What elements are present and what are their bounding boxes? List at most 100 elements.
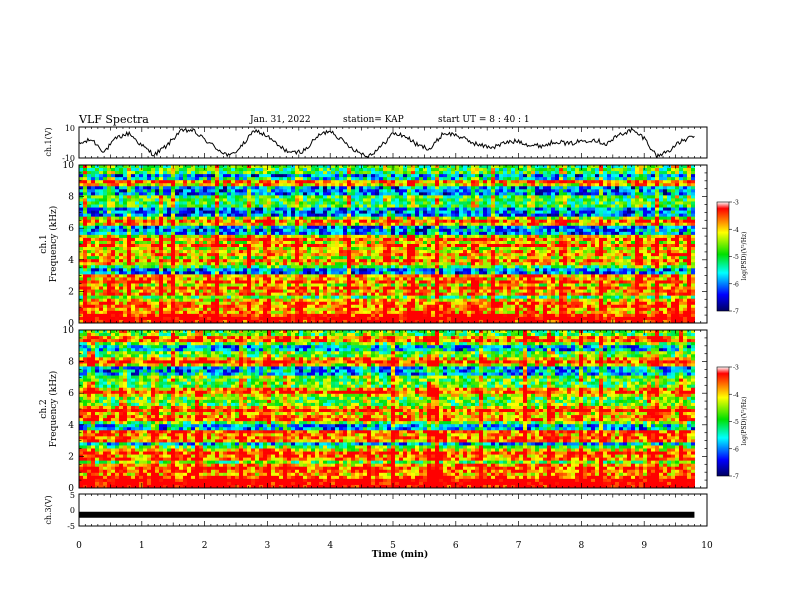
spectrogram-cell xyxy=(363,213,368,218)
spectrogram-cell xyxy=(167,247,172,251)
spectrogram-cell xyxy=(555,207,560,211)
spectrogram-cell xyxy=(647,189,652,193)
spectrogram-cell xyxy=(283,201,288,205)
spectrogram-cell xyxy=(107,231,112,236)
spectrogram-cell xyxy=(687,198,692,202)
spectrogram-cell xyxy=(363,222,368,227)
spectrogram-cell xyxy=(403,240,408,245)
spectrogram-cell xyxy=(279,244,284,248)
spectrogram-cell xyxy=(167,222,172,227)
spectrogram-cell xyxy=(247,177,252,181)
spectrogram-cell xyxy=(571,253,576,257)
spectrogram-cell xyxy=(143,204,148,208)
spectrogram-cell xyxy=(515,225,520,230)
spectrogram-cell xyxy=(227,177,232,181)
spectrogram-cell xyxy=(315,210,320,214)
spectrogram-cell xyxy=(239,234,244,239)
spectrogram-cell xyxy=(591,237,596,242)
spectrogram-cell xyxy=(559,198,564,202)
spectrogram-cell xyxy=(443,174,448,178)
spectrogram-cell xyxy=(595,183,600,187)
spectrogram-cell xyxy=(223,180,228,184)
spectrogram-cell xyxy=(479,201,484,205)
spectrogram-cell xyxy=(175,253,180,257)
spectrogram-cell xyxy=(523,204,528,208)
spectrogram-cell xyxy=(307,225,312,230)
spectrogram-cell xyxy=(107,234,112,239)
spectrogram-cell xyxy=(547,204,552,208)
spectrogram-cell xyxy=(615,171,620,175)
spectrogram-cell xyxy=(515,240,520,245)
spectrogram-cell xyxy=(391,250,396,254)
spectrogram-cell xyxy=(587,168,592,172)
spectrogram-cell xyxy=(271,231,276,236)
spectrogram-cell xyxy=(607,222,612,227)
spectrogram-cell xyxy=(383,204,388,208)
spectrogram-cell xyxy=(607,183,612,187)
spectrogram-cell xyxy=(263,165,268,169)
spectrogram-cell xyxy=(603,216,608,221)
spectrogram-cell xyxy=(335,195,340,199)
spectrogram-cell xyxy=(695,192,700,196)
spectrogram-cell xyxy=(531,250,536,254)
spectrogram-cell xyxy=(691,237,696,242)
spectrogram-cell xyxy=(591,165,596,169)
spectrogram-cell xyxy=(523,244,528,248)
spectrogram-cell xyxy=(627,174,632,178)
spectrogram-cell xyxy=(695,253,700,257)
spectrogram-cell xyxy=(191,222,196,227)
spectrogram-cell xyxy=(263,171,268,175)
spectrogram-cell xyxy=(415,195,420,199)
spectrogram-cell xyxy=(463,240,468,245)
spectrogram-cell xyxy=(95,228,100,233)
spectrogram-cell xyxy=(387,177,392,181)
spectrogram-cell xyxy=(87,210,92,214)
spectrogram-cell xyxy=(259,192,264,196)
spectrogram-cell xyxy=(479,174,484,178)
spectrogram-cell xyxy=(247,201,252,205)
spectrogram-cell xyxy=(183,228,188,233)
spectrogram-cell xyxy=(307,244,312,248)
spectrogram-cell xyxy=(163,253,168,257)
spectrogram-cell xyxy=(519,210,524,214)
spectrogram-cell xyxy=(371,237,376,242)
spectrogram-cell xyxy=(435,171,440,175)
spectrogram-cell xyxy=(427,213,432,218)
spectrogram-cell xyxy=(99,216,104,221)
spectrogram-cell xyxy=(287,171,292,175)
spectrogram-cell xyxy=(447,222,452,227)
spectrogram-cell xyxy=(395,210,400,214)
spectrogram-cell xyxy=(331,180,336,184)
spectrogram-cell xyxy=(615,228,620,233)
spectrogram-cell xyxy=(211,225,216,230)
spectrogram-cell xyxy=(699,186,704,190)
spectrogram-cell xyxy=(427,174,432,178)
spectrogram-cell xyxy=(163,165,168,169)
spectrogram-cell xyxy=(223,210,228,214)
spectrogram-cell xyxy=(235,189,240,193)
spectrogram-cell xyxy=(519,219,524,224)
spectrogram-cell xyxy=(431,168,436,172)
spectrogram-cell xyxy=(655,225,660,230)
spectrogram-cell xyxy=(351,234,356,239)
spectrogram-cell xyxy=(463,228,468,233)
spectrogram-cell xyxy=(135,189,140,193)
spectrogram-cell xyxy=(615,183,620,187)
spectrogram-cell xyxy=(179,189,184,193)
spectrogram-cell xyxy=(203,219,208,224)
spectrogram-cell xyxy=(527,174,532,178)
spectrogram-cell xyxy=(443,253,448,257)
spectrogram-cell xyxy=(163,174,168,178)
spectrogram-cell xyxy=(255,256,260,260)
spectrogram-cell xyxy=(407,183,412,187)
spectrogram-cell xyxy=(331,189,336,193)
spectrogram-cell xyxy=(207,204,212,208)
spectrogram-cell xyxy=(487,213,492,218)
spectrogram-cell xyxy=(479,207,484,211)
spectrogram-cell xyxy=(395,201,400,205)
spectrogram-cell xyxy=(591,222,596,227)
spectrogram-cell xyxy=(295,216,300,221)
spectrogram-cell xyxy=(623,192,628,196)
spectrogram-cell xyxy=(503,247,508,251)
spectrogram-cell xyxy=(367,247,372,251)
